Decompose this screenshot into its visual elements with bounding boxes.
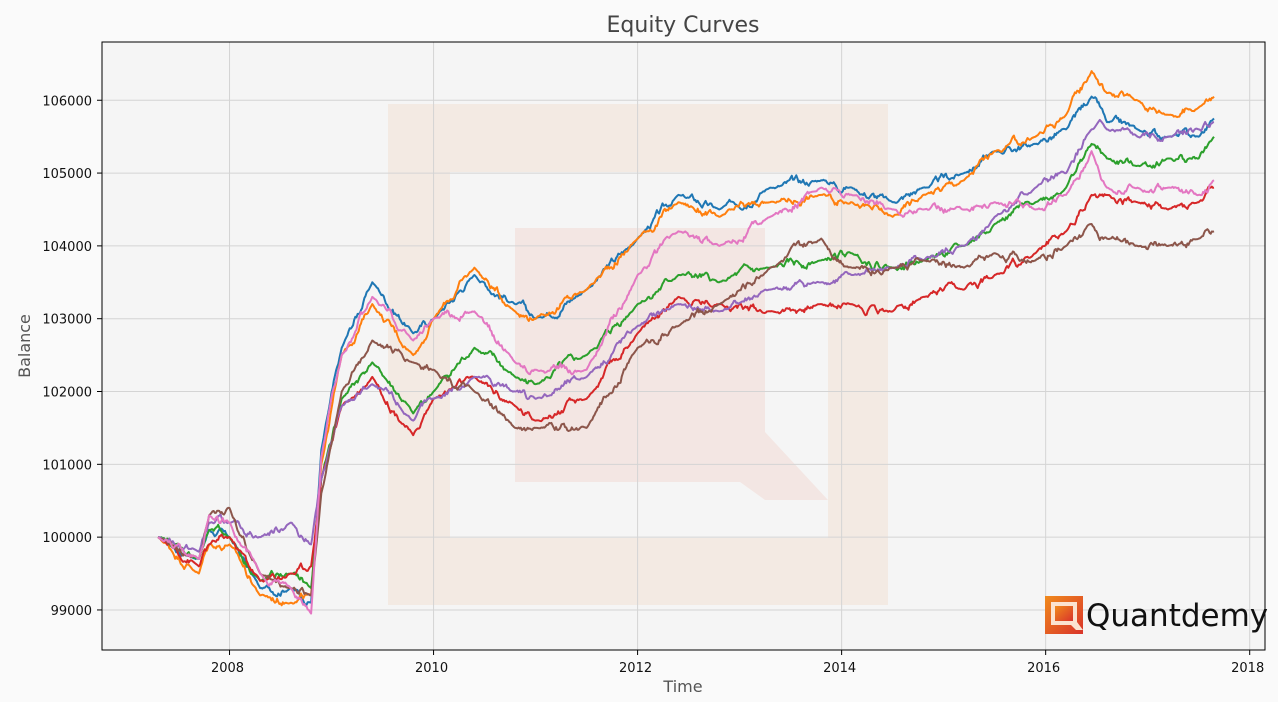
x-tick-label: 2018 [1231, 661, 1264, 676]
y-tick-label: 99000 [51, 604, 92, 619]
plot-area [102, 42, 1265, 650]
quantdemy-logo-icon [1045, 596, 1083, 634]
series-line-7 [157, 150, 1215, 615]
y-axis-ticks: 99000 100000 101000 102000 103000 104000 10500… [42, 94, 102, 619]
y-tick-label: 103000 [42, 313, 92, 328]
x-tick-label: 2008 [211, 661, 244, 676]
axes-frame [101, 41, 1266, 651]
y-tick-label: 104000 [42, 240, 92, 255]
series-line-1 [157, 95, 1215, 606]
x-tick-label: 2010 [415, 661, 448, 676]
y-axis-label: Balance [15, 314, 34, 378]
y-tick-label: 101000 [42, 458, 92, 473]
quantdemy-logo: Quantdemy [1045, 596, 1268, 634]
x-tick-label: 2014 [823, 661, 856, 676]
y-tick-label: 100000 [42, 531, 92, 546]
chart-title: Equity Curves [607, 13, 760, 38]
x-axis-ticks: 2008 2010 2012 2014 2016 2018 [211, 650, 1264, 676]
series-lines [157, 70, 1215, 615]
watermark-logo [388, 104, 888, 605]
y-tick-label: 106000 [42, 94, 92, 109]
y-tick-label: 102000 [42, 386, 92, 401]
x-tick-label: 2012 [619, 661, 652, 676]
y-tick-label: 105000 [42, 167, 92, 182]
logo-text: Quantdemy [1086, 598, 1268, 634]
series-line-6 [157, 223, 1215, 597]
series-line-2 [157, 70, 1215, 607]
x-axis-label: Time [662, 677, 702, 696]
x-tick-label: 2016 [1027, 661, 1060, 676]
